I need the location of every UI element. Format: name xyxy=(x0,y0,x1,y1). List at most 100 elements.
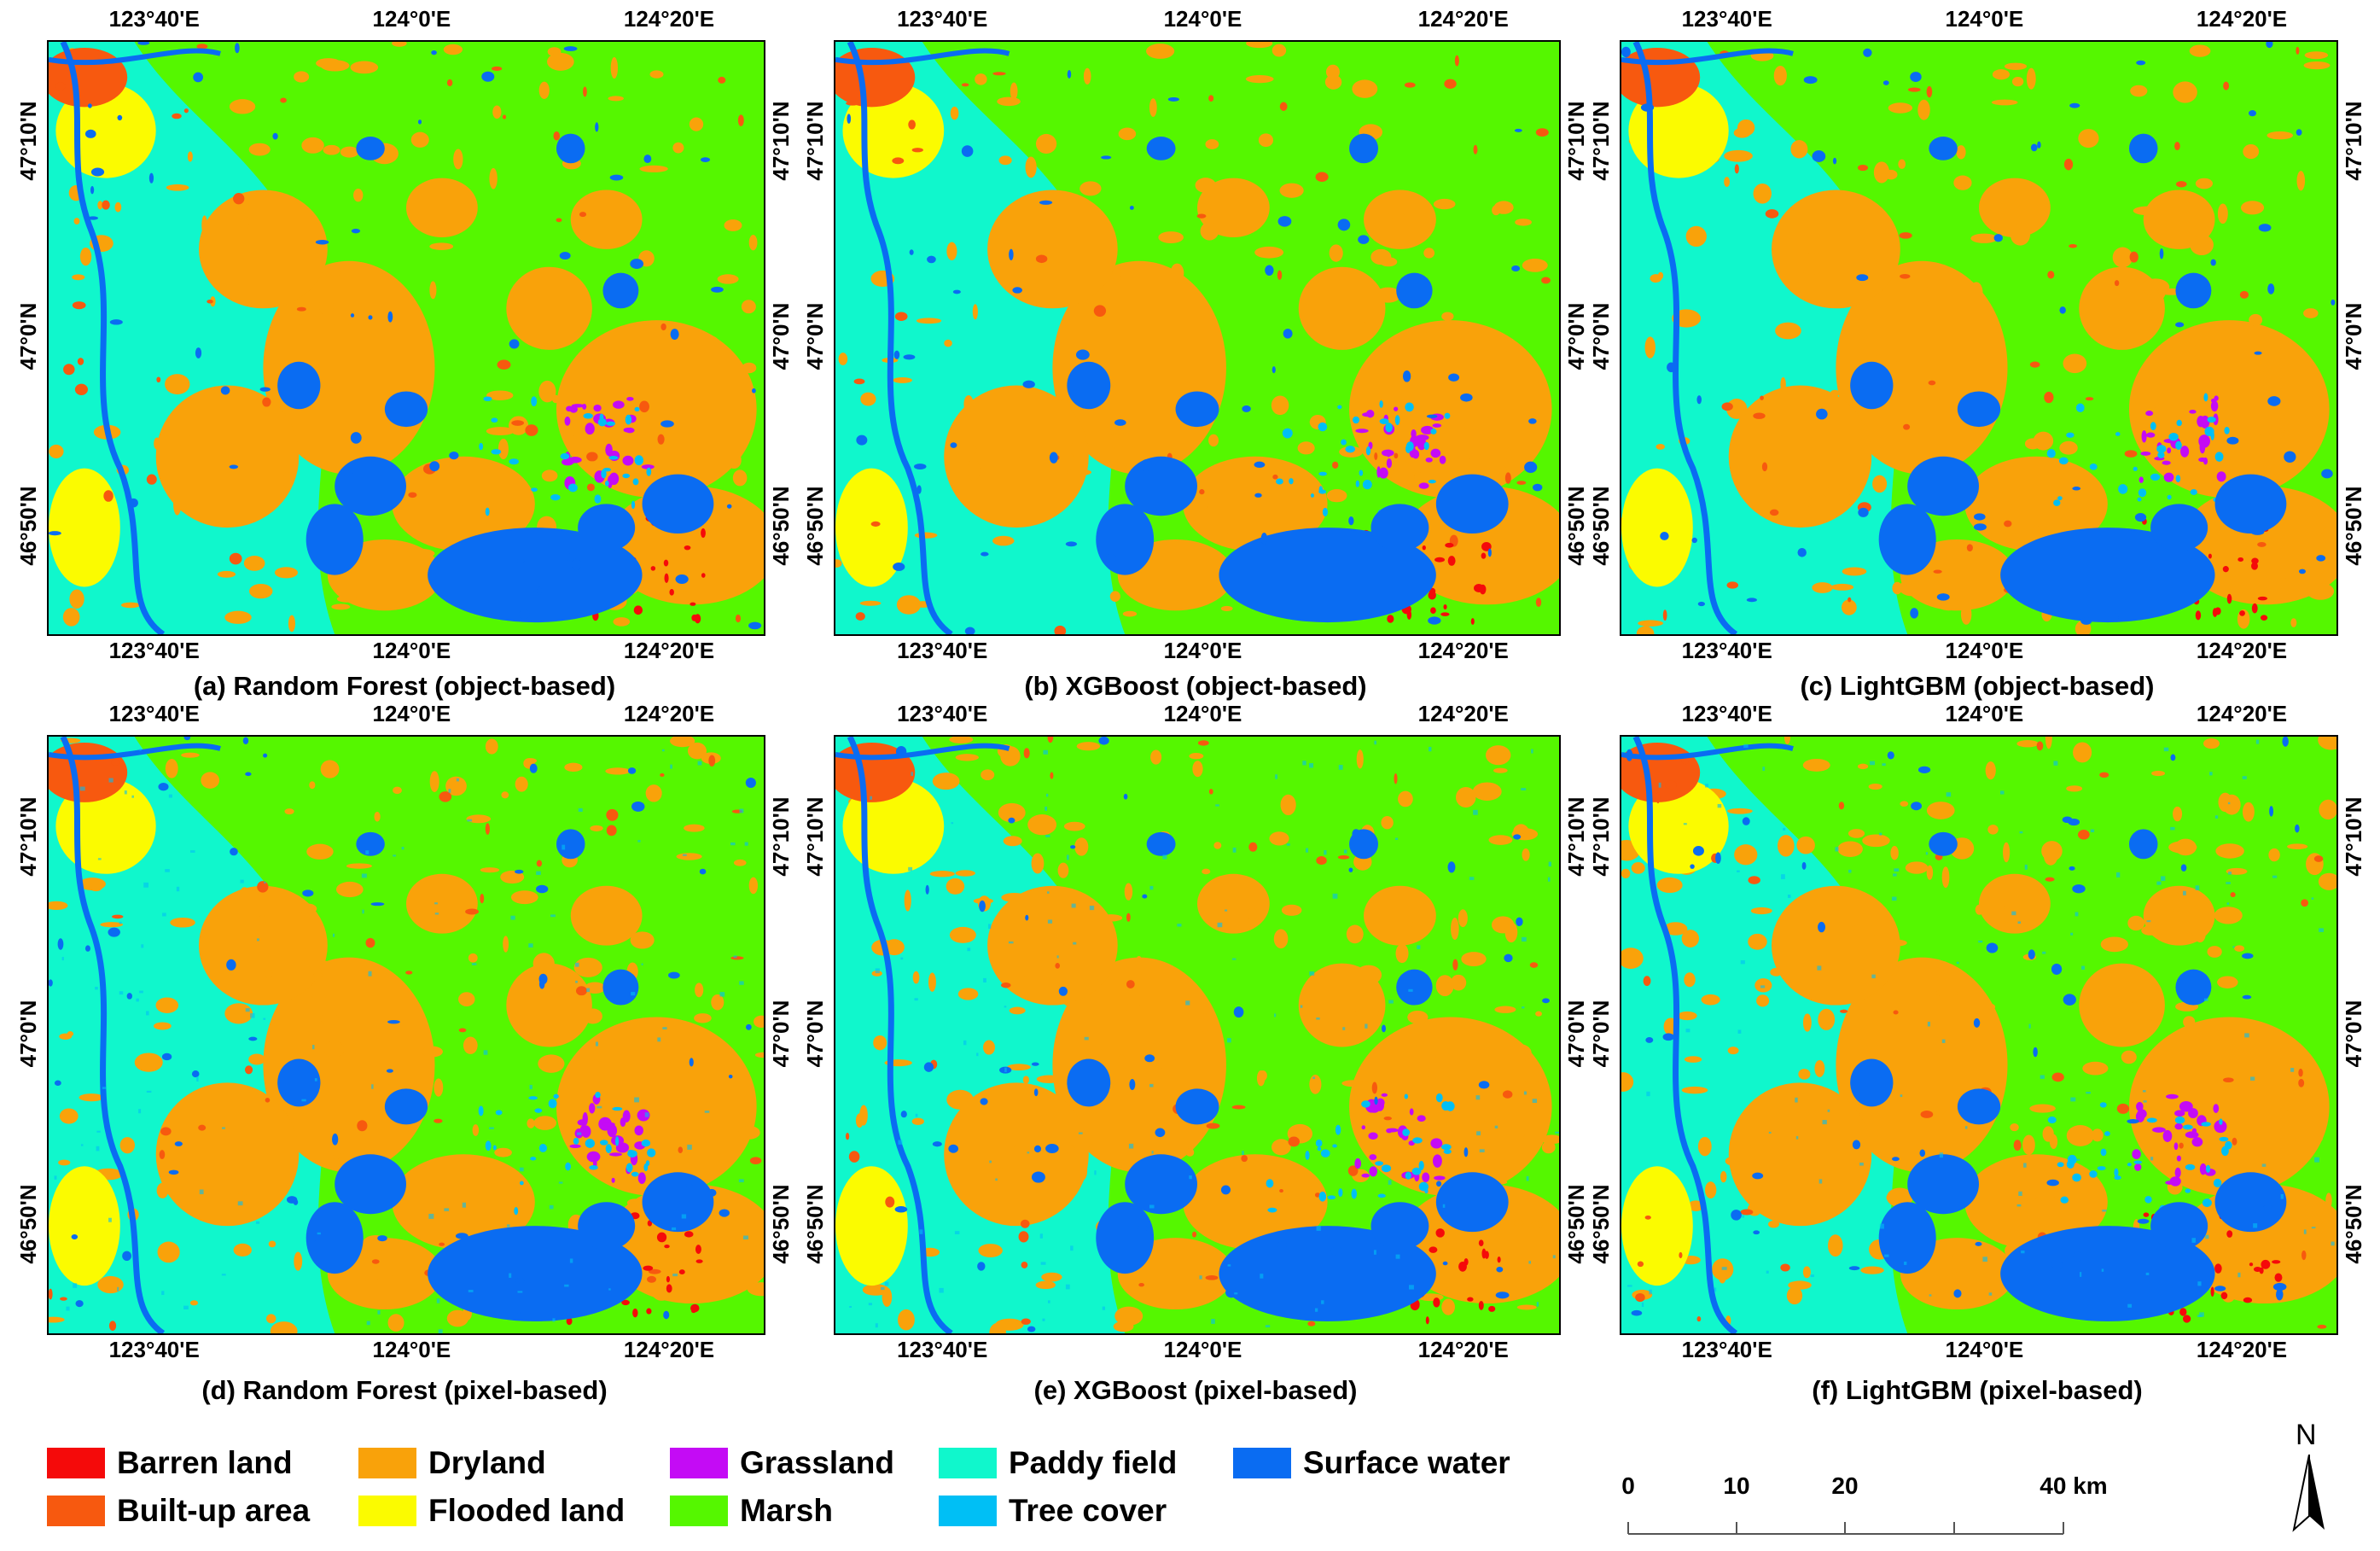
longitude-tick-label: 123°40'E xyxy=(108,701,200,726)
longitude-tick-label: 124°20'E xyxy=(2196,1337,2288,1362)
latitude-tick-label: 47°0'N xyxy=(15,302,41,370)
legend-item-flooded-land: Flooded land xyxy=(358,1492,625,1530)
latitude-tick-label: 47°0'N xyxy=(1563,302,1589,370)
legend-item-built-up-area: Built-up area xyxy=(47,1492,310,1530)
classification-map xyxy=(1620,40,2338,636)
longitude-tick-label: 124°0'E xyxy=(1945,638,2024,663)
longitude-tick-label: 123°40'E xyxy=(897,638,988,663)
legend-item-grassland: Grassland xyxy=(670,1444,894,1482)
longitude-tick-label: 124°0'E xyxy=(372,638,451,663)
latitude-tick-label: 47°10'N xyxy=(802,101,828,181)
longitude-tick-label: 124°20'E xyxy=(2196,701,2288,726)
latitude-tick-label: 47°0'N xyxy=(1588,302,1614,370)
longitude-tick-label: 123°40'E xyxy=(1681,638,1772,663)
classification-map xyxy=(1620,735,2338,1335)
latitude-tick-label: 46°50'N xyxy=(1588,486,1614,566)
latitude-tick-label: 46°50'N xyxy=(1563,1184,1589,1264)
longitude-tick-label: 124°20'E xyxy=(1417,638,1509,663)
latitude-tick-label: 47°10'N xyxy=(15,796,41,877)
classification-map xyxy=(47,735,765,1335)
latitude-tick-label: 46°50'N xyxy=(802,486,828,566)
longitude-tick-label: 124°20'E xyxy=(2196,6,2288,32)
latitude-tick-label: 47°0'N xyxy=(802,302,828,370)
latitude-tick-label: 47°10'N xyxy=(768,796,794,877)
scale-label-0: 0 xyxy=(1621,1472,1635,1499)
legend-label: Built-up area xyxy=(117,1493,311,1528)
latitude-tick-label: 47°10'N xyxy=(2341,101,2366,181)
latitude-tick-label: 47°0'N xyxy=(802,1000,828,1067)
legend-label: Barren land xyxy=(117,1445,293,1480)
longitude-tick-label: 123°40'E xyxy=(108,638,200,663)
legend-swatch xyxy=(358,1448,416,1478)
longitude-tick-label: 124°20'E xyxy=(1417,1337,1509,1362)
scale-label-20: 20 xyxy=(1831,1472,1859,1499)
latitude-tick-label: 47°10'N xyxy=(15,101,41,181)
latitude-tick-label: 46°50'N xyxy=(802,1184,828,1264)
classification-map xyxy=(834,735,1561,1335)
latitude-tick-label: 46°50'N xyxy=(2341,1184,2366,1264)
latitude-tick-label: 46°50'N xyxy=(15,1184,41,1264)
legend-item-dryland: Dryland xyxy=(358,1444,546,1482)
legend-item-tree-cover: Tree cover xyxy=(939,1492,1167,1530)
north-label: N xyxy=(2296,1419,2317,1451)
legend: Barren land Built-up area Dryland Floode… xyxy=(47,1444,1583,1530)
latitude-tick-label: 47°0'N xyxy=(2341,1000,2366,1067)
latitude-tick-label: 47°0'N xyxy=(768,1000,794,1067)
longitude-tick-label: 123°40'E xyxy=(897,701,988,726)
longitude-tick-label: 124°0'E xyxy=(1163,1337,1242,1362)
longitude-tick-label: 124°0'E xyxy=(372,1337,451,1362)
latitude-tick-label: 47°0'N xyxy=(2341,302,2366,370)
legend-swatch xyxy=(47,1448,105,1478)
latitude-tick-label: 47°10'N xyxy=(2341,796,2366,877)
legend-label: Tree cover xyxy=(1009,1493,1167,1528)
north-arrow-icon: N xyxy=(2284,1419,2335,1532)
latitude-tick-label: 47°0'N xyxy=(15,1000,41,1067)
legend-item-barren-land: Barren land xyxy=(47,1444,293,1482)
panel-caption: (a) Random Forest (object-based) xyxy=(193,671,616,701)
longitude-tick-label: 123°40'E xyxy=(1681,1337,1772,1362)
panel-caption: (c) LightGBM (object-based) xyxy=(1800,671,2155,701)
longitude-tick-label: 124°20'E xyxy=(2196,638,2288,663)
legend-swatch xyxy=(47,1496,105,1526)
latitude-tick-label: 46°50'N xyxy=(768,1184,794,1264)
legend-swatch xyxy=(670,1448,728,1478)
legend-swatch xyxy=(358,1496,416,1526)
legend-label: Grassland xyxy=(740,1445,894,1480)
legend-label: Paddy field xyxy=(1009,1445,1178,1480)
classification-map xyxy=(47,40,765,636)
scale-bar: 0 10 20 40 km xyxy=(1613,1472,2108,1541)
longitude-tick-label: 124°0'E xyxy=(1163,638,1242,663)
longitude-tick-label: 123°40'E xyxy=(108,1337,200,1362)
latitude-tick-label: 47°0'N xyxy=(1588,1000,1614,1067)
longitude-tick-label: 124°20'E xyxy=(1417,6,1509,32)
longitude-tick-label: 124°0'E xyxy=(372,6,451,32)
longitude-tick-label: 124°0'E xyxy=(1945,6,2024,32)
scale-label-40: 40 km xyxy=(2040,1472,2108,1499)
longitude-tick-label: 124°20'E xyxy=(623,638,715,663)
legend-swatch xyxy=(1233,1448,1291,1478)
latitude-tick-label: 47°10'N xyxy=(1563,101,1589,181)
longitude-tick-label: 124°0'E xyxy=(1945,701,2024,726)
longitude-tick-label: 124°20'E xyxy=(623,1337,715,1362)
longitude-tick-label: 123°40'E xyxy=(108,6,200,32)
latitude-tick-label: 47°0'N xyxy=(768,302,794,370)
panel-caption: (d) Random Forest (pixel-based) xyxy=(201,1375,608,1405)
latitude-tick-label: 47°10'N xyxy=(802,796,828,877)
legend-label: Marsh xyxy=(740,1493,833,1528)
longitude-tick-label: 123°40'E xyxy=(897,1337,988,1362)
latitude-tick-label: 47°10'N xyxy=(1588,101,1614,181)
longitude-tick-label: 123°40'E xyxy=(897,6,988,32)
longitude-tick-label: 124°0'E xyxy=(1163,6,1242,32)
legend-item-marsh: Marsh xyxy=(670,1492,833,1530)
classification-map xyxy=(834,40,1561,636)
legend-label: Surface water xyxy=(1303,1445,1510,1480)
latitude-tick-label: 47°10'N xyxy=(1588,796,1614,877)
panel-caption: (e) XGBoost (pixel-based) xyxy=(1033,1375,1358,1405)
longitude-tick-label: 124°20'E xyxy=(623,701,715,726)
legend-label: Dryland xyxy=(428,1445,546,1480)
scale-bar-line xyxy=(1627,1522,2064,1535)
panel-caption: (b) XGBoost (object-based) xyxy=(1024,671,1367,701)
longitude-tick-label: 123°40'E xyxy=(1681,701,1772,726)
latitude-tick-label: 46°50'N xyxy=(15,486,41,566)
legend-swatch xyxy=(939,1496,997,1526)
